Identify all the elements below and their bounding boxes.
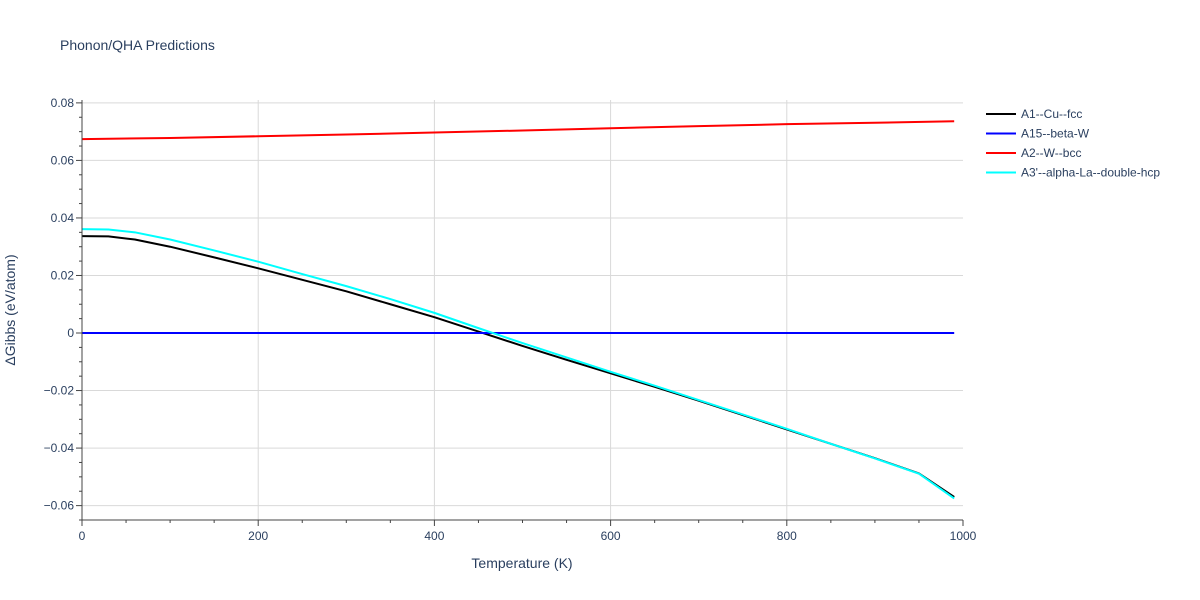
x-tick-label: 200 [248,529,268,543]
y-tick-label: 0.02 [51,268,75,282]
x-axis-title: Temperature (K) [471,555,572,571]
y-axis-title: ΔGibbs (eV/atom) [2,254,18,365]
legend-item[interactable]: A15--beta-W [986,127,1090,141]
legend-item[interactable]: A1--Cu--fcc [986,107,1082,121]
legend-label: A15--beta-W [1021,127,1090,141]
legend-label: A1--Cu--fcc [1021,107,1082,121]
chart-title: Phonon/QHA Predictions [60,37,215,53]
y-tick-label: 0.04 [51,211,75,225]
legend-item[interactable]: A2--W--bcc [986,146,1081,160]
x-tick-label: 600 [601,529,621,543]
x-tick-label: 400 [424,529,444,543]
legend-label: A3'--alpha-La--double-hcp [1021,166,1160,180]
x-tick-label: 0 [79,529,86,543]
legend-item[interactable]: A3'--alpha-La--double-hcp [986,166,1160,180]
series-layer [81,120,955,500]
legend: A1--Cu--fcc A15--beta-W A2--W--bcc A3'--alp… [986,107,1160,180]
x-tick-label: 800 [777,529,797,543]
series-line-3 [81,228,955,500]
x-tick-label: 1000 [950,529,977,543]
y-tick-label: 0 [67,326,74,340]
series-line-2 [81,120,955,141]
y-tick-label: 0.06 [51,153,75,167]
axis-layer: 0 200 400 600 800 1000 −0.06 −0.04 −0.02 0 0.02 0.0… [44,96,977,543]
y-tick-label: −0.06 [44,499,75,513]
y-tick-label: 0.08 [51,96,75,110]
legend-label: A2--W--bcc [1021,146,1081,160]
grid-layer [82,100,963,520]
y-tick-label: −0.04 [44,441,75,455]
y-tick-label: −0.02 [44,384,75,398]
